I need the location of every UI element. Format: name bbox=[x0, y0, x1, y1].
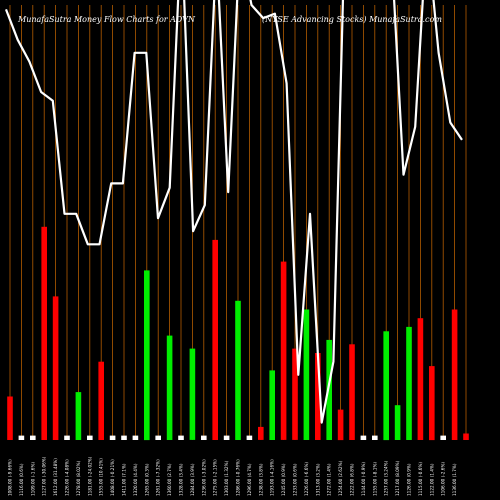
bar bbox=[18, 435, 25, 440]
x-tick-label: 1411.00 (7.1%) bbox=[122, 463, 127, 496]
x-tick-labels: 1008.00 (-9.66%) 1116.00 (0.6%) 1109.00 (-… bbox=[8, 456, 458, 496]
bar bbox=[315, 353, 321, 440]
x-tick-label: 1278.00 (8.02%) bbox=[76, 460, 81, 496]
x-tick-label: 1008.00 (-9.66%) bbox=[8, 459, 13, 496]
bar bbox=[258, 426, 264, 440]
bar bbox=[87, 435, 93, 440]
bar bbox=[292, 348, 298, 440]
x-tick-label: 1245.00 (0.9%) bbox=[281, 463, 286, 496]
bar bbox=[269, 370, 275, 440]
x-tick-label: 1284.00 (3.9%) bbox=[190, 463, 195, 496]
x-tick-label: 1275.00 (-2.15%) bbox=[213, 459, 218, 496]
bar bbox=[109, 435, 116, 440]
x-tick-label: 1303.00 (1.32%) bbox=[224, 460, 229, 496]
x-tick-label: 1233.00 (0.6%) bbox=[293, 463, 298, 496]
bar bbox=[280, 261, 287, 440]
bar bbox=[360, 435, 367, 440]
x-tick-label: 1109.00 (-1.6%) bbox=[30, 462, 35, 496]
x-tick-label: 1555.00 (10.41%) bbox=[99, 458, 104, 496]
bar bbox=[383, 331, 389, 441]
bar bbox=[98, 361, 104, 440]
x-tick-label: 1122.00 (1.4%) bbox=[429, 463, 434, 496]
bar bbox=[75, 392, 82, 440]
x-tick-label: 1116.00 (0.6%) bbox=[19, 463, 24, 496]
bar bbox=[212, 239, 218, 440]
bar bbox=[440, 435, 446, 440]
bar bbox=[372, 435, 378, 440]
bar bbox=[326, 339, 332, 440]
bar bbox=[155, 435, 161, 440]
bar bbox=[223, 435, 230, 440]
x-tick-label: 1226.00 (-4.08%) bbox=[65, 459, 70, 496]
bar bbox=[417, 318, 424, 440]
x-tick-label: 1328.00 (3.4%) bbox=[179, 463, 184, 496]
x-tick-label: 1320.00 (4.4%) bbox=[133, 463, 138, 496]
bar bbox=[178, 435, 184, 440]
bar bbox=[394, 405, 401, 440]
bar bbox=[429, 366, 435, 441]
x-tick-label: 1238.00 (3.8%) bbox=[258, 463, 263, 496]
bar bbox=[337, 409, 344, 441]
x-tick-label: 1181.00 (-24.02%) bbox=[87, 456, 92, 496]
x-tick-label: 1127.00 (-30.06%) bbox=[42, 456, 47, 496]
x-tick-label: 1217.00 (8.09%) bbox=[395, 460, 400, 496]
bar bbox=[235, 300, 241, 440]
x-tick-label: 1226.00 (-6.6%) bbox=[304, 462, 309, 496]
bar bbox=[144, 270, 150, 441]
x-tick-label: 1612.00 (31.48%) bbox=[53, 458, 58, 496]
x-tick-label: 1106.00 (-2.6%) bbox=[441, 462, 446, 496]
bar bbox=[52, 296, 59, 440]
x-tick-label: 1155.00 (-8.1%) bbox=[372, 462, 377, 496]
bar bbox=[132, 435, 139, 440]
x-tick-label: 1222.00 (6.8%) bbox=[350, 463, 355, 496]
bar bbox=[64, 435, 70, 440]
bar bbox=[451, 309, 458, 440]
bar bbox=[463, 433, 469, 440]
bar bbox=[7, 396, 13, 440]
x-tick-label: 1254.00 (2.62%) bbox=[338, 460, 343, 496]
x-tick-label: 1408.00 (-0.21%) bbox=[110, 459, 115, 496]
x-tick-label: 1126.00 (0.9%) bbox=[407, 463, 412, 496]
x-tick-label: 1261.00 (-7.32%) bbox=[156, 459, 161, 496]
bar bbox=[201, 435, 207, 440]
x-tick-label: 1236.00 (-3.02%) bbox=[201, 459, 206, 496]
bar bbox=[166, 335, 173, 440]
x-tick-label: 1272.00 (1.4%) bbox=[327, 463, 332, 496]
chart-subtitle: (NYSE Advancing Stocks) MunafaSutra.com bbox=[262, 15, 442, 24]
price-line-series bbox=[4, 0, 463, 424]
x-tick-label: 1296.00 (4.7%) bbox=[247, 463, 252, 496]
bar bbox=[189, 348, 196, 440]
chart-title: MunafaSutra Money Flow Charts for ADVN bbox=[17, 15, 196, 24]
x-tick-label: 1144.00 (-0.9%) bbox=[361, 462, 366, 496]
x-tick-label: 1136.00 (1.7%) bbox=[452, 463, 457, 496]
x-tick-label: 1265.00 (0.3%) bbox=[144, 463, 149, 496]
x-tick-label: 1360.00 (2.7%) bbox=[167, 463, 172, 496]
bar bbox=[406, 326, 412, 440]
x-tick-label: 1257.00 (3.24%) bbox=[384, 460, 389, 496]
x-tick-label: 1115.00 (-0.6%) bbox=[418, 462, 423, 496]
bar-series bbox=[7, 226, 469, 441]
bar bbox=[246, 435, 253, 440]
bar bbox=[41, 226, 47, 440]
x-tick-label: 1193.00 (-4.16%) bbox=[270, 459, 275, 496]
x-tick-label: 1286.00 (-0.76%) bbox=[236, 459, 241, 496]
bar bbox=[303, 309, 310, 440]
bar bbox=[349, 344, 355, 440]
bar bbox=[30, 435, 36, 440]
bar bbox=[121, 435, 127, 440]
x-tick-label: 1313.00 (3.2%) bbox=[315, 463, 320, 496]
